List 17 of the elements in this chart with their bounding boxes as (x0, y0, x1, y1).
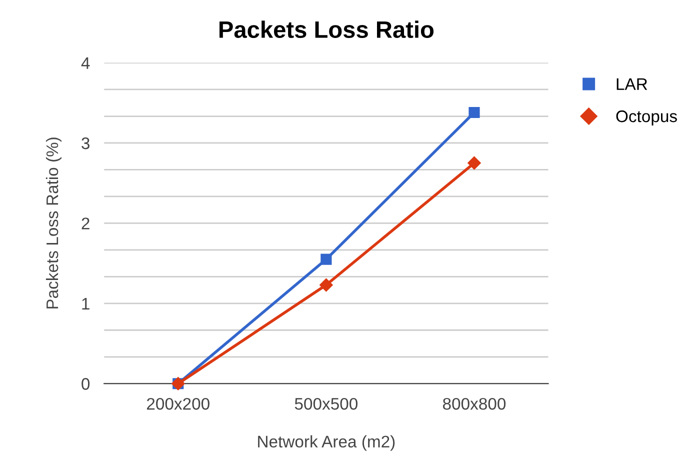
x-tick-label: 800x800 (442, 398, 506, 410)
y-tick-label: 2 (82, 218, 90, 230)
y-tick-label: 4 (81, 57, 90, 69)
point (320, 278, 333, 292)
y-tick-label: 1 (82, 298, 90, 310)
x-tick-label: 200x200 (146, 398, 210, 410)
legend-label: LAR (616, 78, 648, 90)
legend-label: Octopus (616, 110, 677, 126)
y-tick-label: 3 (82, 137, 90, 150)
point (468, 106, 480, 118)
point (468, 156, 481, 170)
chart-title: Packets Loss Ratio (220, 20, 434, 38)
y-axis-title: Packets Loss Ratio (%) (46, 138, 62, 308)
x-tick-label: 500x500 (294, 398, 358, 410)
point (320, 254, 332, 265)
x-axis-title: Network Area (m2) (258, 435, 395, 451)
y-tick-label: 0 (82, 378, 90, 390)
